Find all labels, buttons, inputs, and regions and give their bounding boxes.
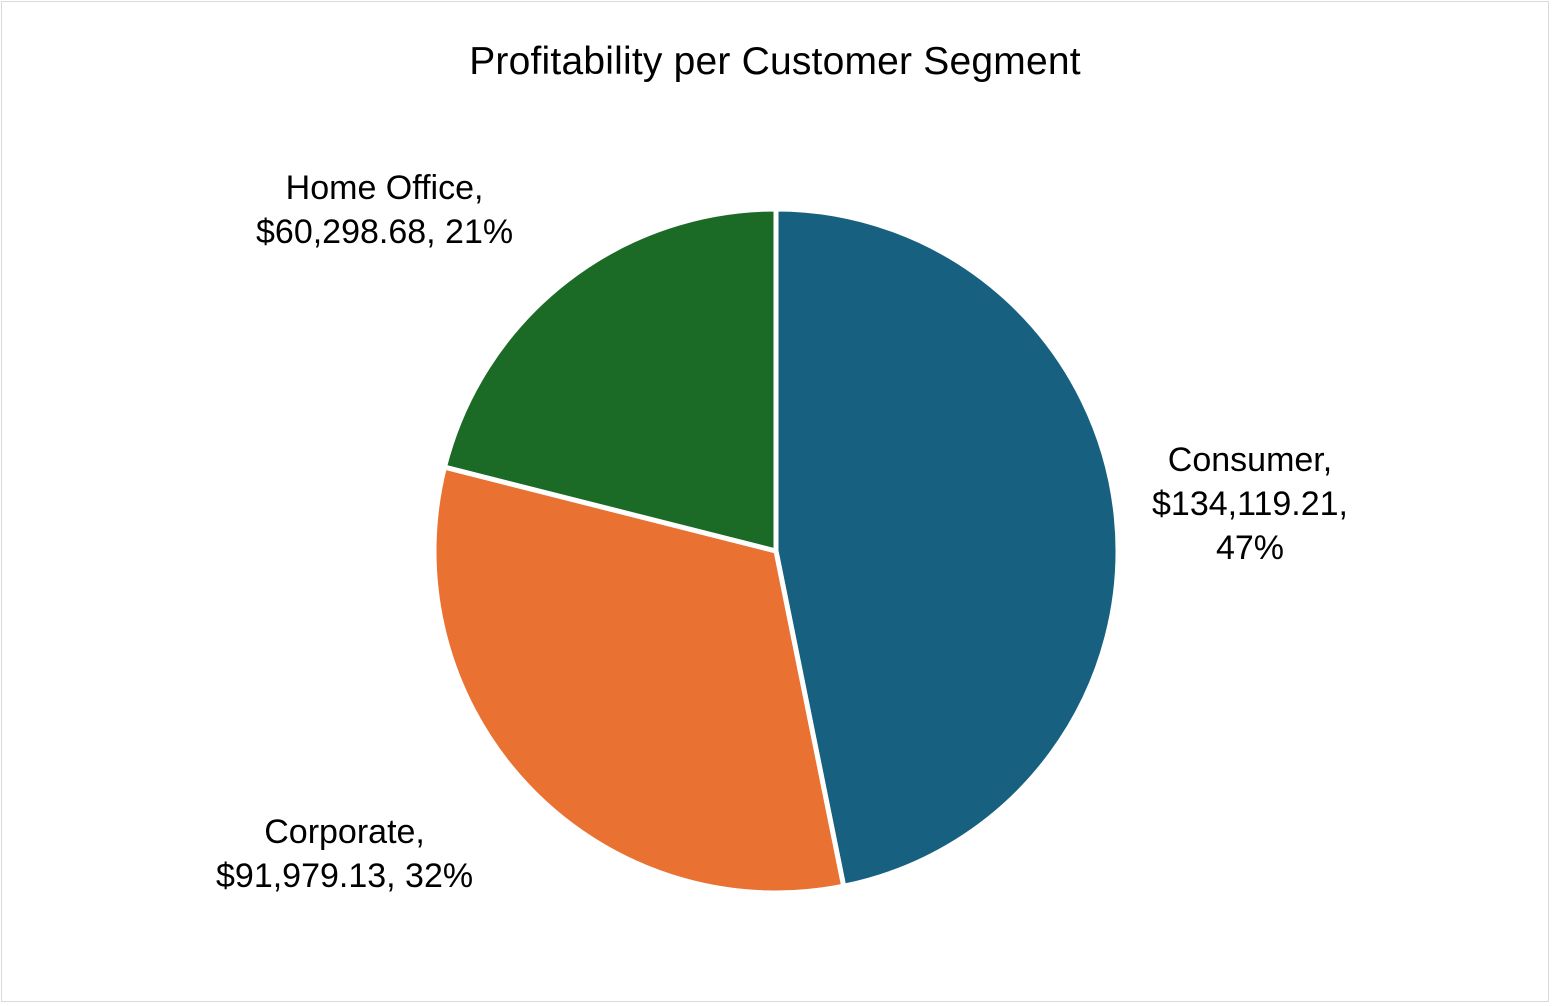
label-line: $91,979.13, 32% bbox=[216, 857, 474, 895]
label-line: 47% bbox=[1215, 529, 1285, 567]
label-line: $60,298.68, 21% bbox=[256, 213, 514, 251]
label-line: Consumer, bbox=[1167, 441, 1333, 479]
data-label-corporate: Corporate, $91,979.13, 32% bbox=[216, 810, 473, 898]
data-label-home-office: Home Office, $60,298.68, 21% bbox=[256, 166, 513, 254]
label-line: Home Office, bbox=[285, 169, 484, 207]
chart-title: Profitability per Customer Segment bbox=[469, 40, 1081, 83]
pie-slice-corporate bbox=[431, 464, 847, 896]
label-line: $134,119.21, bbox=[1152, 485, 1348, 523]
pie-slice-home-office bbox=[441, 206, 779, 554]
data-label-consumer: Consumer, $134,119.21, 47% bbox=[1152, 438, 1348, 570]
label-line: Corporate, bbox=[264, 813, 425, 851]
pie-slice-consumer bbox=[773, 206, 1121, 889]
